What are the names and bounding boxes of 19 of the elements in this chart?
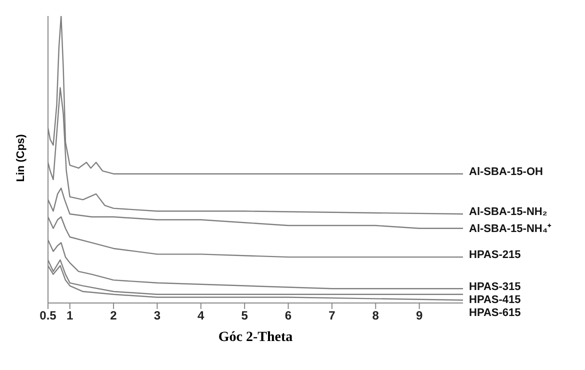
x-tick-label: 5	[241, 308, 248, 323]
y-axis-title: Lin (Cps)	[15, 132, 27, 184]
x-axis-title: Góc 2-Theta	[217, 330, 294, 346]
x-tick-label: 7	[328, 308, 336, 323]
x-tick-label: 0.5	[40, 308, 57, 323]
x-tick-label: 4	[198, 308, 205, 323]
x-tick-label: 9	[416, 308, 423, 323]
series-label: HPAS-615	[469, 306, 521, 319]
series-label: Al-SBA-15-NH₄⁺	[469, 222, 552, 236]
series-label: HPAS-215	[469, 249, 521, 262]
series-label: Al-SBA-15-NH₂	[469, 206, 548, 218]
series-label: HPAS-315	[469, 280, 521, 293]
series-label: HPAS-415	[469, 294, 521, 306]
x-tick-label: 3	[154, 308, 161, 323]
x-tick-label: 1	[66, 308, 74, 323]
x-tick-label: 2	[110, 308, 118, 323]
x-tick-label: 8	[372, 308, 380, 323]
x-tick-label: 6	[284, 308, 292, 323]
series-label: Al-SBA-15-OH	[469, 166, 543, 178]
